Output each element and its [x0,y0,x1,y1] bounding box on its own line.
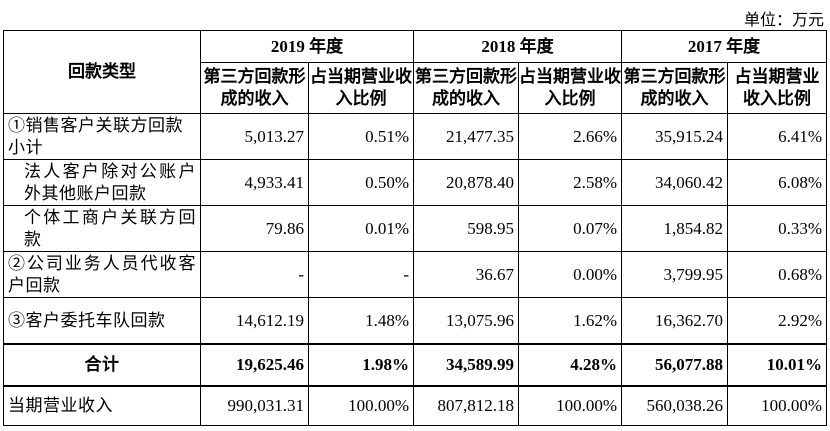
row-label: ①销售客户关联方回款小计 [3,113,201,160]
third-party-payment-table: 回款类型 2019 年度 2018 年度 2017 年度 第三方回款形成的收入 … [3,30,827,426]
cell-value: - [308,251,414,298]
cell-value: 20,878.40 [413,159,519,206]
cell-value: 19,625.46 [200,343,309,387]
cell-value: 5,013.27 [200,113,309,160]
cell-value: 1,854.82 [621,205,728,252]
cell-value: 6.08% [727,159,827,206]
cell-value: 3,799.95 [621,251,728,298]
cell-value: 100.00% [308,385,414,426]
row-label: 合计 [3,343,201,387]
header-year-2018: 2018 年度 [413,30,622,63]
row-label: ②公司业务人员代收客户回款 [3,251,201,298]
cell-value: 13,075.96 [413,297,519,345]
cell-value: 100.00% [518,385,622,426]
cell-value: 2.58% [518,159,622,206]
header-ratio: 占当期营业收入比例 [518,62,622,114]
cell-value: 0.51% [308,113,414,160]
cell-value: 807,812.18 [413,385,519,426]
cell-value: 0.68% [727,251,827,298]
cell-value: 598.95 [413,205,519,252]
cell-value: 4,933.41 [200,159,309,206]
table-row: ①销售客户关联方回款小计 5,013.27 0.51% 21,477.35 2.… [3,113,827,160]
cell-value: 990,031.31 [200,385,309,426]
header-amount: 第三方回款形成的收入 [413,62,519,114]
cell-value: 2.66% [518,113,622,160]
cell-value: 1.48% [308,297,414,345]
cell-value: 1.62% [518,297,622,345]
cell-value: 560,038.26 [621,385,728,426]
cell-value: 100.00% [727,385,827,426]
table-row-total: 合计 19,625.46 1.98% 34,589.99 4.28% 56,07… [3,343,827,387]
cell-value: 0.33% [727,205,827,252]
cell-value: 0.00% [518,251,622,298]
header-year-2017: 2017 年度 [621,30,827,63]
table-row: ③客户委托车队回款 14,612.19 1.48% 13,075.96 1.62… [3,297,827,345]
cell-value: - [200,251,309,298]
row-label: 法人客户除对公账户外其他账户回款 [3,159,201,206]
cell-value: 0.01% [308,205,414,252]
row-label: ③客户委托车队回款 [3,297,201,345]
cell-value: 34,060.42 [621,159,728,206]
cell-value: 14,612.19 [200,297,309,345]
table-row: 个体工商户关联方回款 79.86 0.01% 598.95 0.07% 1,85… [3,205,827,252]
table-row: 当期营业收入 990,031.31 100.00% 807,812.18 100… [3,385,827,426]
cell-value: 1.98% [308,343,414,387]
cell-value: 79.86 [200,205,309,252]
row-label: 当期营业收入 [3,385,201,426]
row-label: 个体工商户关联方回款 [3,205,201,252]
cell-value: 21,477.35 [413,113,519,160]
cell-value: 0.50% [308,159,414,206]
table-row: ②公司业务人员代收客户回款 - - 36.67 0.00% 3,799.95 0… [3,251,827,298]
cell-value: 2.92% [727,297,827,345]
header-ratio: 占当期营业收入比例 [308,62,414,114]
cell-value: 35,915.24 [621,113,728,160]
table-row: 法人客户除对公账户外其他账户回款 4,933.41 0.50% 20,878.4… [3,159,827,206]
header-category: 回款类型 [3,30,201,114]
unit-label: 单位：万元 [743,12,824,29]
cell-value: 56,077.88 [621,343,728,387]
header-year-2019: 2019 年度 [200,30,414,63]
cell-value: 0.07% [518,205,622,252]
cell-value: 34,589.99 [413,343,519,387]
header-amount: 第三方回款形成的收入 [200,62,309,114]
cell-value: 16,362.70 [621,297,728,345]
header-ratio: 占当期营业收入比例 [727,62,827,114]
header-amount: 第三方回款形成的收入 [621,62,728,114]
cell-value: 4.28% [518,343,622,387]
cell-value: 36.67 [413,251,519,298]
cell-value: 6.41% [727,113,827,160]
cell-value: 10.01% [727,343,827,387]
